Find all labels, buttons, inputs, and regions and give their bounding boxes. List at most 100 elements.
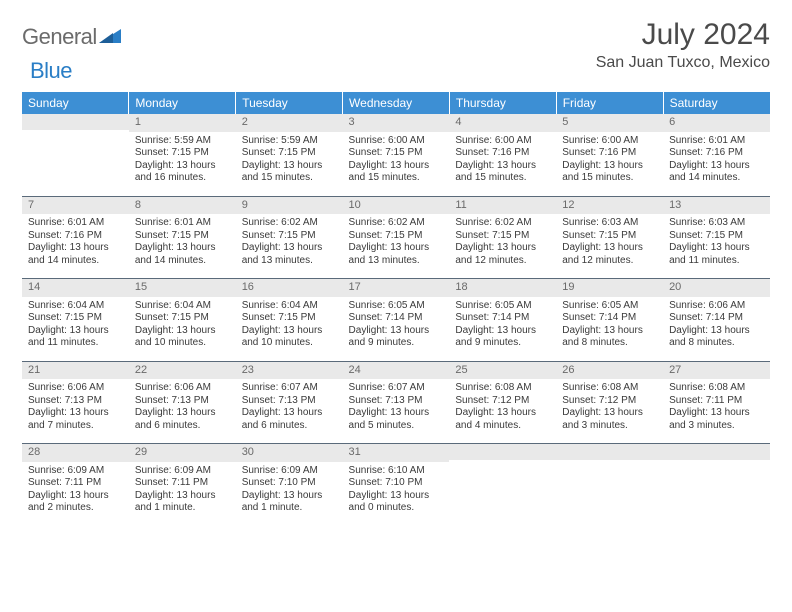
day-number-bar: 11: [449, 197, 556, 215]
sunset-line: Sunset: 7:14 PM: [562, 312, 657, 325]
sunrise-line: Sunrise: 6:03 AM: [669, 217, 764, 230]
day-cell: 7Sunrise: 6:01 AMSunset: 7:16 PMDaylight…: [22, 197, 129, 279]
sunset-line: Sunset: 7:15 PM: [669, 230, 764, 243]
day-cell: 16Sunrise: 6:04 AMSunset: 7:15 PMDayligh…: [236, 279, 343, 361]
day-content: Sunrise: 5:59 AMSunset: 7:15 PMDaylight:…: [236, 132, 343, 189]
day-content: Sunrise: 6:02 AMSunset: 7:15 PMDaylight:…: [343, 214, 450, 271]
sunset-line: Sunset: 7:10 PM: [349, 477, 444, 490]
calendar-page: General July 2024 San Juan Tuxco, Mexico…: [0, 0, 792, 544]
day-number-bar: 15: [129, 279, 236, 297]
day-content: Sunrise: 6:08 AMSunset: 7:12 PMDaylight:…: [449, 379, 556, 436]
calendar-table: SundayMondayTuesdayWednesdayThursdayFrid…: [22, 92, 770, 526]
day-number-bar: [663, 444, 770, 460]
weekday-header: Friday: [556, 92, 663, 114]
day-number-bar: 31: [343, 444, 450, 462]
day-cell: 17Sunrise: 6:05 AMSunset: 7:14 PMDayligh…: [343, 279, 450, 361]
sunrise-line: Sunrise: 6:04 AM: [242, 300, 337, 313]
day-number-bar: 23: [236, 362, 343, 380]
weekday-header: Sunday: [22, 92, 129, 114]
sunrise-line: Sunrise: 6:02 AM: [349, 217, 444, 230]
sunrise-line: Sunrise: 6:00 AM: [455, 135, 550, 148]
brand-word1: General: [22, 24, 97, 50]
daylight-line: Daylight: 13 hours and 3 minutes.: [562, 407, 657, 432]
day-cell: 6Sunrise: 6:01 AMSunset: 7:16 PMDaylight…: [663, 114, 770, 196]
day-number-bar: 28: [22, 444, 129, 462]
daylight-line: Daylight: 13 hours and 6 minutes.: [242, 407, 337, 432]
sunrise-line: Sunrise: 6:05 AM: [349, 300, 444, 313]
day-content: Sunrise: 6:05 AMSunset: 7:14 PMDaylight:…: [343, 297, 450, 354]
day-content: Sunrise: 6:04 AMSunset: 7:15 PMDaylight:…: [236, 297, 343, 354]
sunrise-line: Sunrise: 6:08 AM: [562, 382, 657, 395]
sunset-line: Sunset: 7:13 PM: [349, 395, 444, 408]
sunset-line: Sunset: 7:16 PM: [455, 147, 550, 160]
day-cell: 15Sunrise: 6:04 AMSunset: 7:15 PMDayligh…: [129, 279, 236, 361]
day-number-bar: 25: [449, 362, 556, 380]
daylight-line: Daylight: 13 hours and 13 minutes.: [242, 242, 337, 267]
daylight-line: Daylight: 13 hours and 11 minutes.: [669, 242, 764, 267]
sunset-line: Sunset: 7:13 PM: [242, 395, 337, 408]
location-subtitle: San Juan Tuxco, Mexico: [596, 54, 770, 72]
day-cell: 27Sunrise: 6:08 AMSunset: 7:11 PMDayligh…: [663, 362, 770, 444]
sunrise-line: Sunrise: 5:59 AM: [135, 135, 230, 148]
day-content: Sunrise: 6:07 AMSunset: 7:13 PMDaylight:…: [236, 379, 343, 436]
day-cell: 13Sunrise: 6:03 AMSunset: 7:15 PMDayligh…: [663, 197, 770, 279]
daylight-line: Daylight: 13 hours and 14 minutes.: [669, 160, 764, 185]
sunset-line: Sunset: 7:12 PM: [455, 395, 550, 408]
sunrise-line: Sunrise: 6:01 AM: [135, 217, 230, 230]
day-content: Sunrise: 6:00 AMSunset: 7:16 PMDaylight:…: [449, 132, 556, 189]
daylight-line: Daylight: 13 hours and 3 minutes.: [669, 407, 764, 432]
sunset-line: Sunset: 7:15 PM: [349, 230, 444, 243]
week-row: 1Sunrise: 5:59 AMSunset: 7:15 PMDaylight…: [22, 114, 770, 196]
sunrise-line: Sunrise: 6:08 AM: [455, 382, 550, 395]
daylight-line: Daylight: 13 hours and 13 minutes.: [349, 242, 444, 267]
sunset-line: Sunset: 7:15 PM: [242, 230, 337, 243]
day-number-bar: 3: [343, 114, 450, 132]
day-content: Sunrise: 6:01 AMSunset: 7:15 PMDaylight:…: [129, 214, 236, 271]
sunrise-line: Sunrise: 6:07 AM: [349, 382, 444, 395]
day-number-bar: 1: [129, 114, 236, 132]
day-cell: 2Sunrise: 5:59 AMSunset: 7:15 PMDaylight…: [236, 114, 343, 196]
day-content: [449, 460, 556, 520]
day-cell: 29Sunrise: 6:09 AMSunset: 7:11 PMDayligh…: [129, 444, 236, 526]
week-row: 7Sunrise: 6:01 AMSunset: 7:16 PMDaylight…: [22, 197, 770, 279]
day-content: Sunrise: 6:00 AMSunset: 7:16 PMDaylight:…: [556, 132, 663, 189]
sunset-line: Sunset: 7:13 PM: [135, 395, 230, 408]
sunset-line: Sunset: 7:12 PM: [562, 395, 657, 408]
sunrise-line: Sunrise: 6:06 AM: [669, 300, 764, 313]
day-number-bar: 27: [663, 362, 770, 380]
sunrise-line: Sunrise: 6:07 AM: [242, 382, 337, 395]
day-content: Sunrise: 6:04 AMSunset: 7:15 PMDaylight:…: [22, 297, 129, 354]
day-cell: 21Sunrise: 6:06 AMSunset: 7:13 PMDayligh…: [22, 362, 129, 444]
day-content: Sunrise: 5:59 AMSunset: 7:15 PMDaylight:…: [129, 132, 236, 189]
daylight-line: Daylight: 13 hours and 5 minutes.: [349, 407, 444, 432]
daylight-line: Daylight: 13 hours and 2 minutes.: [28, 490, 123, 515]
daylight-line: Daylight: 13 hours and 4 minutes.: [455, 407, 550, 432]
day-content: [556, 460, 663, 520]
sunset-line: Sunset: 7:13 PM: [28, 395, 123, 408]
daylight-line: Daylight: 13 hours and 16 minutes.: [135, 160, 230, 185]
day-number-bar: 30: [236, 444, 343, 462]
sunrise-line: Sunrise: 6:04 AM: [28, 300, 123, 313]
day-cell: 8Sunrise: 6:01 AMSunset: 7:15 PMDaylight…: [129, 197, 236, 279]
sunrise-line: Sunrise: 6:03 AM: [562, 217, 657, 230]
daylight-line: Daylight: 13 hours and 15 minutes.: [242, 160, 337, 185]
title-block: July 2024 San Juan Tuxco, Mexico: [596, 18, 770, 72]
sunset-line: Sunset: 7:15 PM: [28, 312, 123, 325]
day-number-bar: 17: [343, 279, 450, 297]
day-content: Sunrise: 6:05 AMSunset: 7:14 PMDaylight:…: [449, 297, 556, 354]
daylight-line: Daylight: 13 hours and 9 minutes.: [455, 325, 550, 350]
day-number-bar: 22: [129, 362, 236, 380]
sunset-line: Sunset: 7:15 PM: [455, 230, 550, 243]
day-content: [22, 130, 129, 190]
sunrise-line: Sunrise: 6:09 AM: [28, 465, 123, 478]
sunrise-line: Sunrise: 6:06 AM: [135, 382, 230, 395]
day-cell: 4Sunrise: 6:00 AMSunset: 7:16 PMDaylight…: [449, 114, 556, 196]
day-content: Sunrise: 6:01 AMSunset: 7:16 PMDaylight:…: [663, 132, 770, 189]
daylight-line: Daylight: 13 hours and 6 minutes.: [135, 407, 230, 432]
day-number-bar: 29: [129, 444, 236, 462]
day-cell: 31Sunrise: 6:10 AMSunset: 7:10 PMDayligh…: [343, 444, 450, 526]
sunset-line: Sunset: 7:11 PM: [28, 477, 123, 490]
weekday-header: Thursday: [449, 92, 556, 114]
day-cell: [556, 444, 663, 526]
day-cell: 12Sunrise: 6:03 AMSunset: 7:15 PMDayligh…: [556, 197, 663, 279]
